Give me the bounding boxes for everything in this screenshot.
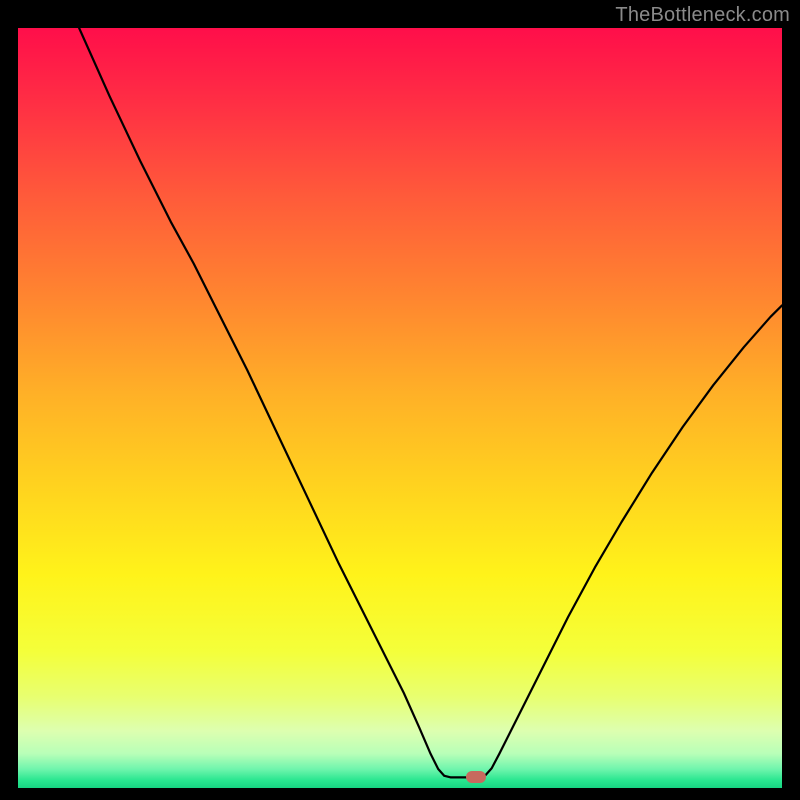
watermark-text: TheBottleneck.com xyxy=(615,4,790,27)
plot-area xyxy=(18,28,782,788)
gradient-background xyxy=(18,28,782,788)
optimal-point-marker xyxy=(466,771,486,783)
chart-frame: TheBottleneck.com xyxy=(0,0,800,800)
